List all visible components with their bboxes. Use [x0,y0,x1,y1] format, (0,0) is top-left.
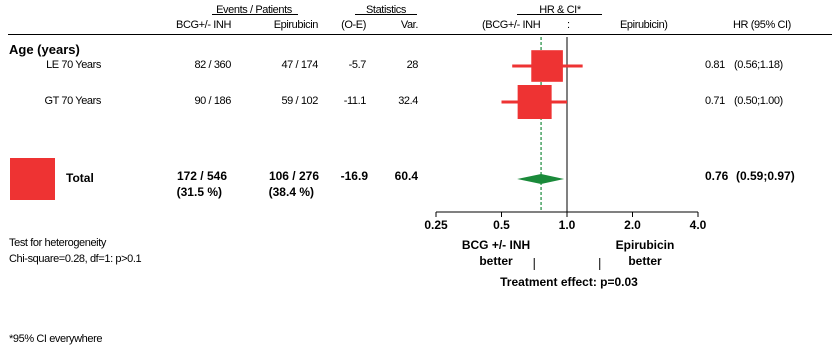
header-col-oe: (O-E) [341,19,366,31]
row-var: 32.4 [398,95,418,107]
x-tick-label: 0.5 [493,218,510,232]
header-events-patients: Events / Patients [216,4,292,16]
x-tick-label: 1.0 [559,218,576,232]
row-oe: -5.7 [348,59,367,71]
header-plot-epi: Epirubicin) [620,19,668,31]
header-plot-colon: : [567,19,570,31]
total-epi: 106 / 276 [268,169,319,183]
x-tick-label: 4.0 [690,218,707,232]
row-oe: -11.1 [343,95,367,107]
total-bcg: 172 / 546 [176,169,227,183]
x-tick-label: 0.25 [424,218,448,232]
row-ci: (0.50;1.00) [734,95,783,107]
favour-left-label: BCG +/- INH [461,238,531,252]
x-tick-label: 2.0 [624,218,641,232]
header-rule-hr [517,14,602,15]
row-bcg: 90 / 186 [194,95,231,107]
heterogeneity-title: Test for heterogeneity [9,237,106,249]
total-label: Total [66,171,94,185]
hr-square [531,50,563,82]
footnote: *95% CI everywhere [9,333,103,345]
row-epi: 47 / 174 [281,59,318,71]
total-var: 60.4 [394,169,418,183]
header-plot-bcg: (BCG+/- INH [482,19,541,31]
header-hr-ci: HR & CI* [539,4,581,16]
row-epi: 59 / 102 [281,95,318,107]
total-hr: 0.76 [705,169,729,183]
header-statistics: Statistics [365,4,407,16]
header-rule-main [8,34,832,35]
row-bcg: 82 / 360 [194,59,231,71]
total-oe: -16.9 [340,169,368,183]
hr-square [517,85,552,119]
total-epi-pct: (38.4 %) [268,185,314,199]
total-bcg-pct: (31.5 %) [176,185,222,199]
row-var: 28 [406,59,419,71]
header-rule-events [212,14,298,15]
total-square-icon [10,158,55,200]
row-label: GT 70 Years [44,95,101,107]
row-ci: (0.56;1.18) [734,59,783,71]
header-col-hr: HR (95% CI) [733,19,791,31]
header-rule-stats [355,14,417,15]
row-label: LE 70 Years [46,59,101,71]
favour-left-label-2: better [479,254,513,268]
favour-right-label-2: better [628,254,662,268]
row-hr: 0.81 [705,59,725,71]
heterogeneity-stats: Chi-square=0.28, df=1: p>0.1 [9,253,142,265]
header-col-var: Var. [400,19,419,31]
favour-right-label: Epirubicin [615,238,675,252]
row-hr: 0.71 [705,95,725,107]
header-col-epi: Epirubicin [273,19,319,31]
treatment-effect: Treatment effect: p=0.03 [500,275,638,289]
overall-diamond [517,174,565,184]
group-label: Age (years) [9,42,80,57]
total-ci: (0.59;0.97) [736,169,795,183]
header-col-bcg: BCG+/- INH [176,19,231,31]
